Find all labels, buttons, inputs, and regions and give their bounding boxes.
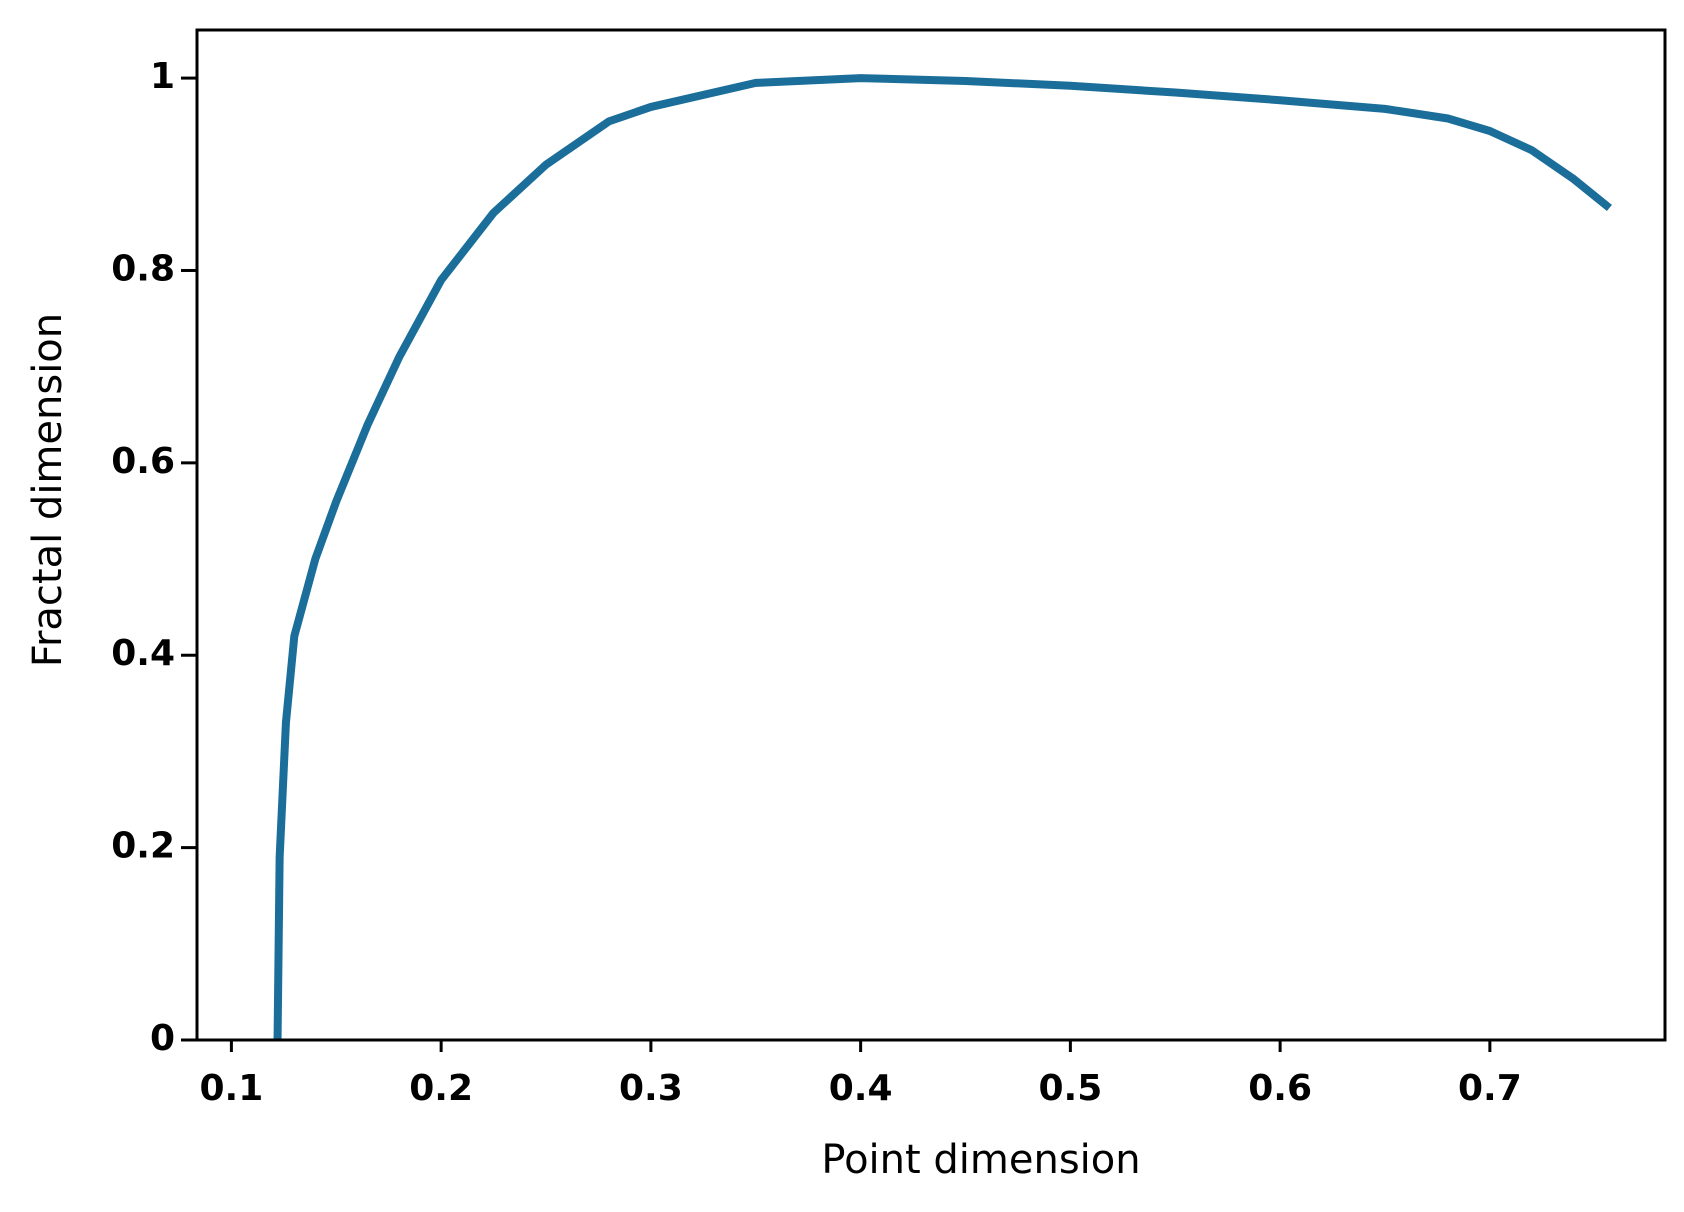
x-tick-label: 0.2 (409, 1068, 473, 1109)
x-tick-label: 0.7 (1458, 1068, 1522, 1109)
line (273, 74, 1612, 1041)
x-tick-label: 0.3 (619, 1068, 683, 1109)
y-tick-label: 0.2 (111, 826, 175, 867)
x-axis-label: Point dimension (821, 1137, 1140, 1183)
y-tick-label: 0 (150, 1018, 175, 1059)
x-tick-label: 0.5 (1038, 1068, 1102, 1109)
y-tick-label: 0.6 (111, 441, 175, 482)
plot-frame (195, 28, 1667, 1042)
y-tick-label: 0.4 (111, 633, 175, 674)
y-axis-label: Fractal dimension (25, 313, 71, 667)
x-tick-label: 0.4 (829, 1068, 893, 1109)
y-tick-label: 0.8 (111, 248, 175, 289)
y-tick-label: 1 (150, 56, 175, 97)
x-tick-label: 0.1 (200, 1068, 264, 1109)
x-tick-label: 0.6 (1248, 1068, 1312, 1109)
